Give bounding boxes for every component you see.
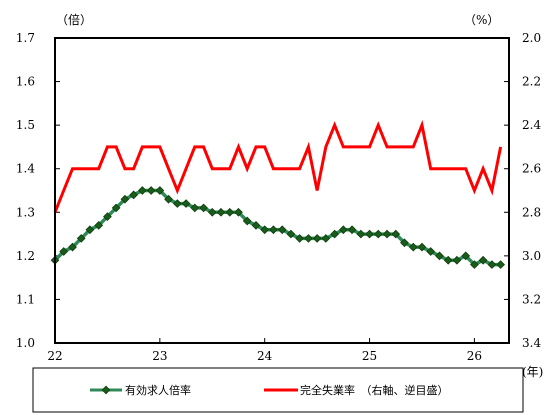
data-point-jobs-ratio <box>400 238 409 248</box>
data-point-jobs-ratio <box>435 251 444 261</box>
data-point-jobs-ratio <box>216 207 226 217</box>
data-point-jobs-ratio <box>304 234 313 243</box>
data-point-jobs-ratio <box>234 207 243 217</box>
x-axis-ticks: 22 23 24 25 26 <box>47 338 482 363</box>
data-point-jobs-ratio <box>347 225 357 235</box>
right-tick-label: 2.8 <box>522 205 541 219</box>
data-point-jobs-ratio <box>207 207 217 217</box>
data-point-jobs-ratio <box>356 229 366 239</box>
left-axis-ticks: 1.0 1.1 1.2 1.3 1.4 1.5 1.6 1.7 <box>16 31 60 350</box>
data-point-jobs-ratio <box>225 207 235 217</box>
left-tick-label: 1.5 <box>16 118 35 132</box>
data-point-jobs-ratio <box>295 234 304 243</box>
series-layer <box>50 119 505 269</box>
data-point-jobs-ratio <box>408 242 418 252</box>
data-point-jobs-ratio <box>478 255 488 265</box>
right-tick-label: 3.4 <box>522 336 541 350</box>
x-tick-label: 24 <box>257 349 273 363</box>
data-point-jobs-ratio <box>338 225 348 235</box>
legend-label-jobs-ratio: 有効求人倍率 <box>125 383 191 397</box>
data-point-jobs-ratio <box>111 203 121 213</box>
legend: 有効求人倍率 完全失業率 （右軸、逆目盛） <box>32 367 524 413</box>
data-point-jobs-ratio <box>470 260 479 269</box>
right-tick-label: 2.4 <box>522 118 541 132</box>
left-tick-label: 1.6 <box>16 75 35 89</box>
data-point-jobs-ratio <box>199 203 208 213</box>
data-point-jobs-ratio <box>321 234 331 243</box>
right-tick-label: 2.6 <box>522 162 541 176</box>
left-tick-label: 1.3 <box>16 205 35 219</box>
data-point-jobs-ratio <box>155 186 165 195</box>
data-point-jobs-ratio <box>76 234 86 243</box>
data-point-jobs-ratio <box>260 225 270 235</box>
series-line-unemployment <box>53 119 503 213</box>
data-point-jobs-ratio <box>443 255 453 265</box>
data-point-jobs-ratio <box>365 229 374 239</box>
plot-frame <box>54 37 510 344</box>
x-tick-label: 23 <box>152 349 167 363</box>
data-point-jobs-ratio <box>286 229 296 239</box>
left-tick-label: 1.7 <box>16 31 35 45</box>
data-point-jobs-ratio <box>382 229 392 239</box>
data-point-jobs-ratio <box>85 225 95 235</box>
left-tick-label: 1.1 <box>16 292 35 306</box>
series-line-jobs-ratio <box>53 188 501 267</box>
right-tick-label: 2.2 <box>522 75 541 89</box>
data-point-jobs-ratio <box>452 255 462 265</box>
right-tick-label: 2.0 <box>522 31 541 45</box>
data-point-jobs-ratio <box>277 225 287 235</box>
left-tick-label: 1.4 <box>16 162 35 176</box>
data-point-jobs-ratio <box>59 247 69 256</box>
data-point-jobs-ratio <box>461 251 471 261</box>
data-point-jobs-ratio <box>251 220 261 230</box>
data-point-jobs-ratio <box>190 203 200 213</box>
legend-label-unemployment: 完全失業率 （右軸、逆目盛） <box>300 383 449 397</box>
data-point-jobs-ratio <box>269 225 278 235</box>
x-axis-unit-label: (年) <box>522 365 543 379</box>
data-point-jobs-ratio <box>391 229 401 239</box>
data-point-jobs-ratio <box>137 186 147 195</box>
data-point-jobs-ratio <box>103 212 112 222</box>
left-axis-unit-label: （倍） <box>56 12 92 27</box>
data-point-jobs-ratio <box>68 242 77 252</box>
left-tick-label: 1.2 <box>16 249 35 263</box>
data-point-jobs-ratio <box>496 260 505 269</box>
right-axis-unit-label: （%） <box>464 13 499 27</box>
data-point-jobs-ratio <box>129 190 139 200</box>
right-tick-label: 3.2 <box>522 292 541 306</box>
data-point-jobs-ratio <box>94 220 104 230</box>
right-tick-label: 3.0 <box>522 249 541 263</box>
left-tick-label: 1.0 <box>16 336 35 350</box>
x-tick-label: 22 <box>47 349 62 363</box>
data-point-jobs-ratio <box>242 216 252 226</box>
data-point-jobs-ratio <box>181 199 191 208</box>
data-point-jobs-ratio <box>487 260 497 269</box>
data-point-jobs-ratio <box>172 199 182 208</box>
legend-marker-diamond <box>101 385 111 395</box>
data-point-jobs-ratio <box>312 234 322 243</box>
data-point-jobs-ratio <box>417 242 427 252</box>
x-tick-label: 25 <box>362 349 377 363</box>
data-point-jobs-ratio <box>330 229 340 239</box>
data-point-jobs-ratio <box>146 186 156 195</box>
data-point-jobs-ratio <box>120 194 130 204</box>
x-tick-label: 26 <box>467 349 482 363</box>
data-point-jobs-ratio <box>373 229 383 239</box>
data-point-jobs-ratio <box>426 247 436 256</box>
right-axis-ticks: 2.0 2.2 2.4 2.6 2.8 3.0 3.2 3.4 <box>504 31 541 350</box>
data-point-jobs-ratio <box>164 194 173 204</box>
